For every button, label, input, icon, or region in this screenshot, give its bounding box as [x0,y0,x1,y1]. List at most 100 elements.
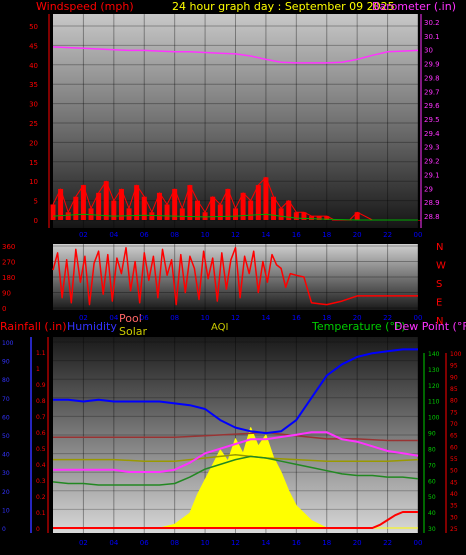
wind-bar [286,200,292,220]
temperature-tick-label: 70 [428,462,436,469]
x-tick-label: 22 [383,539,392,547]
temperature-label: Temperature (°F) [311,320,406,333]
x-tick-label: 14 [261,231,270,239]
y-tick-label: 5 [34,198,38,206]
wind-bar [126,208,132,220]
wind-bar [202,212,208,220]
y-tick-label: 15 [29,159,38,167]
wind-bar [278,208,284,220]
wind-bar [58,188,64,220]
x-tick-label: 04 [109,231,118,239]
x-tick-label: 04 [109,539,118,547]
direction-tick-label: 90 [2,290,11,298]
dewpoint-tick-label: 35 [450,503,458,510]
rain-tick-label: 1.1 [36,350,46,357]
humidity-tick-label: 0 [2,526,6,533]
humidity-line [53,348,418,435]
rain-axis-label: Rainfall (.in) [0,320,67,333]
x-tick-label: 02 [79,314,88,322]
x-tick-label: 06 [140,231,149,239]
temperature-tick-label: 40 [428,510,436,517]
wind-bar [233,208,238,220]
x-tick-label: 12 [231,314,240,322]
temperature-tick-label: 130 [428,367,440,374]
compass-label: S [436,279,442,290]
wind-bar [172,188,178,220]
y-tick-label: 40 [29,62,38,70]
x-tick-label: 16 [292,314,301,322]
dewpoint-label: Dew Point (°F) [394,320,466,333]
rain-tick-label: 1 [36,366,40,373]
humidity-tick-label: 80 [2,377,10,384]
x-tick-label: 10 [201,314,210,322]
y2-tick-label: 29.1 [424,171,440,179]
compass-label: W [436,261,446,272]
x-tick-label: 22 [383,314,392,322]
dewpoint-tick-label: 80 [450,398,458,405]
y-tick-label: 50 [29,23,38,31]
wind-average-line [52,213,418,221]
windspeed-line [52,176,418,221]
x-tick-label: 00 [414,539,423,547]
y2-tick-label: 29 [424,185,433,193]
wind-bar [293,212,299,220]
y-tick-label: 0 [34,217,38,225]
wind-bar [271,196,277,220]
x-tick-label: 22 [383,231,392,239]
wind-bar [210,196,216,220]
dewpoint-tick-label: 70 [450,421,458,428]
direction-tick-label: 0 [2,305,6,313]
rain-tick-label: 0.7 [36,414,46,421]
rain-tick-label: 0.6 [36,430,46,437]
x-tick-label: 14 [261,539,270,547]
wind-bar [324,216,330,220]
aqi-line [53,454,419,462]
rain-tick-label: 0 [36,526,40,533]
dewpoint-tick-label: 90 [450,374,458,381]
dewpoint-tick-label: 25 [450,526,458,533]
compass-label: N [436,316,443,327]
wind-axis-label: Windspeed (mph) [36,0,134,13]
wind-bar [316,216,322,220]
wind-bar [194,200,200,220]
dewpoint-tick-label: 100 [450,351,462,358]
x-tick-label: 08 [170,539,179,547]
direction-line [52,246,418,306]
rain-tick-label: 0.1 [36,510,46,517]
wind-bar [156,192,162,220]
wind-bar [73,196,79,220]
pool-label: Pool [119,312,142,325]
y2-tick-label: 29.6 [424,102,440,110]
x-tick-label: 16 [292,539,301,547]
dewpoint-tick-label: 75 [450,409,458,416]
wind-bar [255,185,261,220]
y2-tick-label: 29.2 [424,158,440,166]
humidity-tick-label: 10 [2,507,10,514]
wind-bar [164,204,170,220]
wind-bar [96,192,102,220]
x-tick-label: 18 [322,314,331,322]
x-tick-label: 10 [201,539,210,547]
temperature-tick-label: 100 [428,415,440,422]
humidity-tick-label: 60 [2,414,10,421]
wind-bar [50,204,56,220]
y2-tick-label: 28.9 [424,199,440,207]
direction-tick-label: 360 [2,243,15,251]
y2-tick-label: 30.1 [424,33,440,41]
temperature-tick-label: 90 [428,431,436,438]
wind-bar [309,216,315,220]
rain-tick-label: 0.5 [36,446,46,453]
rain-tick-label: 0.4 [36,462,46,469]
y-tick-label: 10 [29,178,38,186]
humidity-tick-label: 30 [2,470,10,477]
dewpoint-tick-label: 85 [450,386,458,393]
temperature-tick-label: 30 [428,526,436,533]
x-tick-label: 00 [414,231,423,239]
wind-bar [217,204,223,220]
humidity-tick-label: 20 [2,489,10,496]
x-tick-label: 06 [140,314,149,322]
rain-tick-label: 0.2 [36,494,46,501]
wind-bar [111,200,117,220]
y-tick-label: 45 [29,42,38,50]
